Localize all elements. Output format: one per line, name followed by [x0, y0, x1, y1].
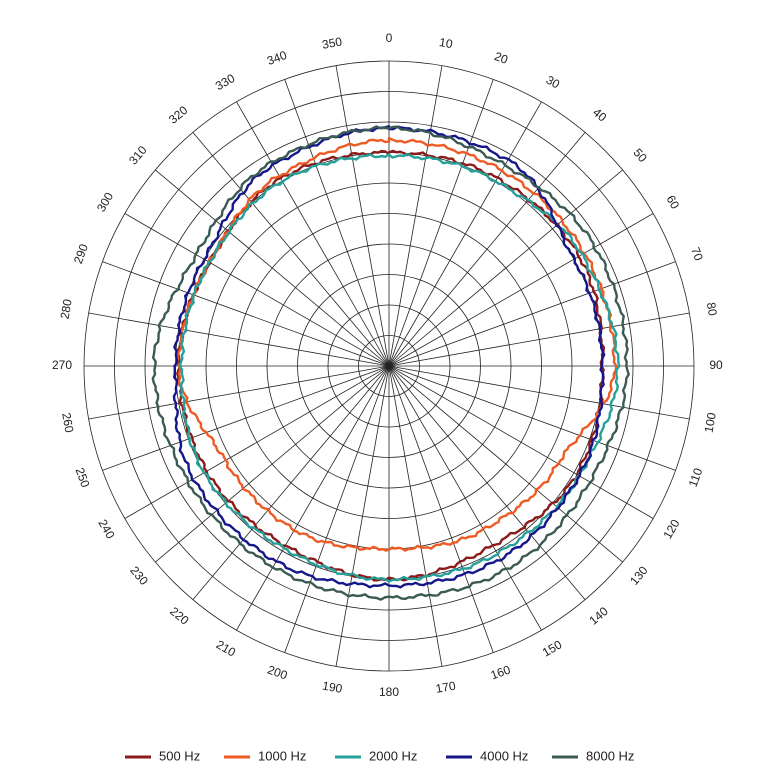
angle-tick-label: 120 [660, 517, 682, 542]
grid-spoke [88, 312, 390, 367]
angle-tick-label: 330 [213, 71, 238, 93]
angle-tick-label: 300 [94, 190, 116, 215]
angle-tick-label: 250 [72, 466, 92, 490]
angle-tick-label: 90 [709, 358, 723, 372]
legend-label: 1000 Hz [258, 748, 306, 763]
grid-spoke [102, 365, 390, 471]
grid-spoke [388, 213, 654, 367]
angle-tick-label: 170 [435, 679, 457, 696]
angle-tick-label: 140 [586, 604, 611, 628]
grid-spoke [388, 365, 623, 563]
angle-tick-label: 220 [167, 604, 192, 628]
angle-tick-label: 150 [540, 637, 565, 659]
series-lines [151, 125, 630, 601]
angle-tick-label: 130 [627, 563, 651, 588]
grid-spoke [388, 365, 443, 667]
series-line [178, 153, 621, 583]
angle-tick-label: 50 [630, 146, 650, 165]
grid-spoke [155, 169, 390, 367]
angle-tick-label: 270 [52, 358, 72, 372]
grid-spoke [388, 365, 542, 631]
grid-spoke [192, 132, 390, 367]
angle-tick-label: 100 [702, 411, 719, 433]
grid-spoke [388, 261, 676, 367]
series-line [151, 125, 630, 601]
angle-tick-label: 80 [704, 301, 720, 317]
polar-grid [83, 60, 695, 672]
legend: 500 Hz 1000 Hz 2000 Hz 4000 Hz 8000 Hz [125, 748, 634, 763]
angle-tick-label: 70 [688, 245, 706, 263]
grid-spoke [335, 65, 390, 367]
grid-spoke [124, 365, 390, 519]
angle-tick-label: 310 [126, 143, 150, 168]
angle-tick-label: 280 [58, 298, 75, 320]
angle-tick-label: 60 [664, 193, 683, 212]
angle-tick-label: 30 [544, 73, 563, 92]
grid-spoke [388, 79, 494, 367]
grid-spoke [388, 365, 690, 420]
grid-spoke [388, 169, 623, 367]
legend-label: 2000 Hz [369, 748, 417, 763]
angle-tick-label: 10 [438, 35, 454, 51]
grid-spoke [388, 365, 494, 653]
grid-spoke [335, 365, 390, 667]
angle-tick-label: 180 [379, 685, 399, 699]
grid-spoke [102, 261, 390, 367]
angle-tick-label: 200 [266, 662, 290, 682]
grid-spoke [388, 312, 690, 367]
grid-spoke [388, 101, 542, 367]
grid-spoke [284, 365, 390, 653]
angle-tick-label: 260 [59, 412, 76, 434]
angle-tick-label: 40 [590, 105, 609, 125]
angle-tick-label: 340 [265, 48, 289, 68]
angle-tick-label: 110 [686, 466, 706, 489]
grid-spoke [236, 365, 390, 631]
grid-spoke [155, 365, 390, 563]
angle-tick-label: 0 [386, 31, 393, 45]
angle-tick-label: 320 [166, 103, 191, 127]
angle-tick-label: 240 [95, 517, 117, 542]
grid-spoke [388, 365, 676, 471]
grid-spoke [388, 132, 586, 367]
angle-tick-label: 350 [321, 34, 343, 51]
angle-tick-label: 290 [71, 242, 91, 266]
grid-spoke [388, 65, 443, 367]
grid-spoke [88, 365, 390, 420]
legend-label: 4000 Hz [480, 748, 528, 763]
angle-tick-label: 160 [489, 662, 513, 682]
angle-tick-label: 230 [127, 563, 151, 588]
series-line [172, 125, 606, 589]
legend-label: 8000 Hz [586, 748, 634, 763]
legend-label: 500 Hz [159, 748, 200, 763]
grid-spoke [388, 365, 586, 600]
grid-spoke [124, 213, 390, 367]
grid-spoke [388, 365, 654, 519]
grid-spoke [192, 365, 390, 600]
grid-spoke [284, 79, 390, 367]
angle-tick-label: 190 [321, 679, 343, 696]
angle-tick-label: 210 [214, 637, 239, 659]
angle-tick-label: 20 [492, 49, 510, 67]
grid-spoke [236, 101, 390, 367]
